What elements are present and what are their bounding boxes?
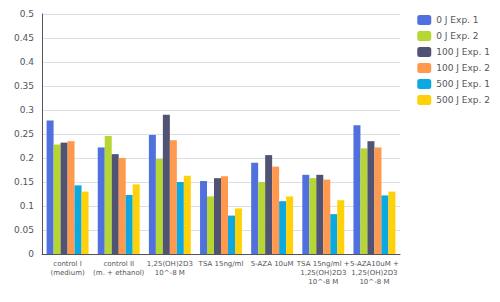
svg-text:0.35: 0.35	[14, 81, 34, 91]
svg-text:500 J Exp. 1: 500 J Exp. 1	[436, 79, 490, 89]
svg-text:10^-8 M: 10^-8 M	[155, 269, 185, 277]
svg-text:1,25(OH)2D3: 1,25(OH)2D3	[300, 269, 346, 277]
svg-text:0.1: 0.1	[20, 201, 34, 211]
svg-text:0.5: 0.5	[20, 9, 34, 19]
svg-text:100 J Exp. 1: 100 J Exp. 1	[436, 47, 490, 57]
svg-text:0.4: 0.4	[20, 57, 35, 67]
svg-text:0: 0	[28, 249, 34, 259]
svg-text:control I: control I	[53, 260, 82, 268]
svg-text:(m. + ethanol): (m. + ethanol)	[93, 269, 145, 277]
svg-text:5-AZA 10uM: 5-AZA 10uM	[251, 260, 294, 268]
svg-text:(medium): (medium)	[50, 269, 85, 277]
svg-text:0.2: 0.2	[20, 153, 34, 163]
svg-text:1,25(OH)2D3: 1,25(OH)2D3	[147, 260, 193, 268]
svg-text:TSA 15ng/ml: TSA 15ng/ml	[198, 260, 244, 268]
svg-text:10^-8 M: 10^-8 M	[359, 278, 389, 286]
svg-text:0 J Exp. 2: 0 J Exp. 2	[436, 31, 478, 41]
svg-text:0.25: 0.25	[14, 129, 34, 139]
svg-text:100 J Exp. 2: 100 J Exp. 2	[436, 63, 490, 73]
svg-text:0.3: 0.3	[20, 105, 34, 115]
svg-text:0.15: 0.15	[14, 177, 34, 187]
svg-text:0.05: 0.05	[14, 225, 34, 235]
svg-text:TSA 15ng/ml +: TSA 15ng/ml +	[296, 260, 350, 268]
svg-text:5-AZA10uM +: 5-AZA10uM +	[350, 260, 399, 268]
svg-text:0 J Exp. 1: 0 J Exp. 1	[436, 15, 478, 25]
svg-text:500 J Exp. 2: 500 J Exp. 2	[436, 95, 490, 105]
svg-text:1,25(OH)2D3: 1,25(OH)2D3	[351, 269, 397, 277]
svg-text:10^-8 M: 10^-8 M	[308, 278, 338, 286]
svg-text:0.45: 0.45	[14, 33, 34, 43]
svg-text:control II: control II	[103, 260, 134, 268]
